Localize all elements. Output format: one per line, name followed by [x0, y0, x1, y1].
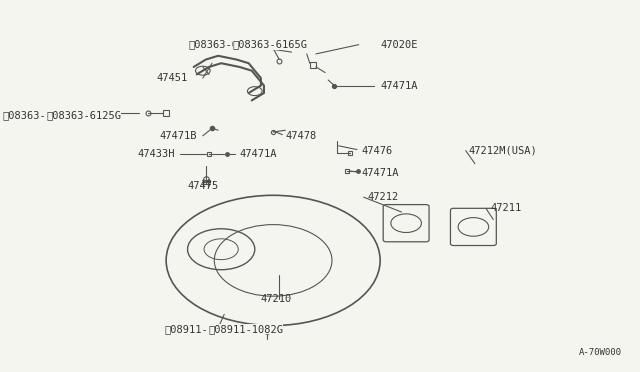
Text: 47475: 47475 — [188, 181, 218, 191]
Text: Ⓢ08363-6165G: Ⓢ08363-6165G — [189, 40, 264, 49]
Text: 47471A: 47471A — [239, 150, 277, 159]
Text: 47212M(USA): 47212M(USA) — [469, 146, 538, 155]
Text: A-70W000: A-70W000 — [579, 348, 621, 357]
Text: Ⓝ08911-1082G: Ⓝ08911-1082G — [208, 324, 283, 334]
Text: Ⓢ08363-6125G: Ⓢ08363-6125G — [2, 110, 77, 120]
Text: 47478: 47478 — [285, 131, 317, 141]
Text: 47020E: 47020E — [380, 40, 418, 49]
Text: 47211: 47211 — [490, 203, 522, 213]
Text: 47433H: 47433H — [138, 150, 175, 159]
Text: 47471A: 47471A — [380, 81, 418, 90]
Text: 47451: 47451 — [156, 73, 188, 83]
Text: Ⓝ08911-1082G: Ⓝ08911-1082G — [164, 324, 239, 334]
Text: 47476: 47476 — [362, 146, 393, 155]
Text: 47212: 47212 — [368, 192, 399, 202]
Text: Ⓢ08363-6125G: Ⓢ08363-6125G — [46, 110, 121, 120]
Text: 47471B: 47471B — [159, 131, 196, 141]
Text: 47210: 47210 — [260, 295, 292, 304]
Text: 47471A: 47471A — [362, 168, 399, 178]
Text: Ⓢ08363-6165G: Ⓢ08363-6165G — [232, 40, 308, 49]
